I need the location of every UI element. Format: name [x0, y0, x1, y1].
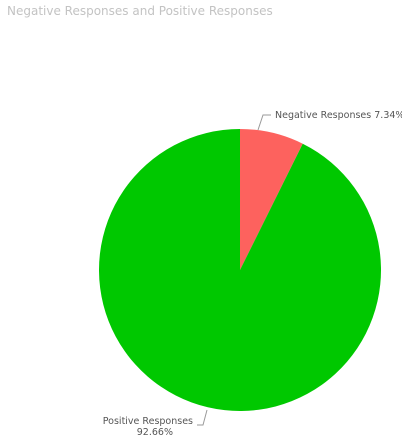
positive-responses-slice[interactable] — [98, 129, 381, 411]
negative-responses-slice[interactable] — [240, 129, 303, 270]
negative-leader-line — [257, 114, 271, 131]
positive-responses-percent: 92.66% — [137, 427, 173, 438]
positive-responses-label: Positive Responses — [103, 416, 193, 427]
pie-slices — [98, 129, 381, 411]
chart-title: Negative Responses and Positive Response… — [7, 4, 273, 18]
positive-leader-line — [197, 409, 208, 426]
negative-responses-label: Negative Responses 7.34% — [275, 110, 402, 121]
leader-lines — [197, 114, 271, 426]
